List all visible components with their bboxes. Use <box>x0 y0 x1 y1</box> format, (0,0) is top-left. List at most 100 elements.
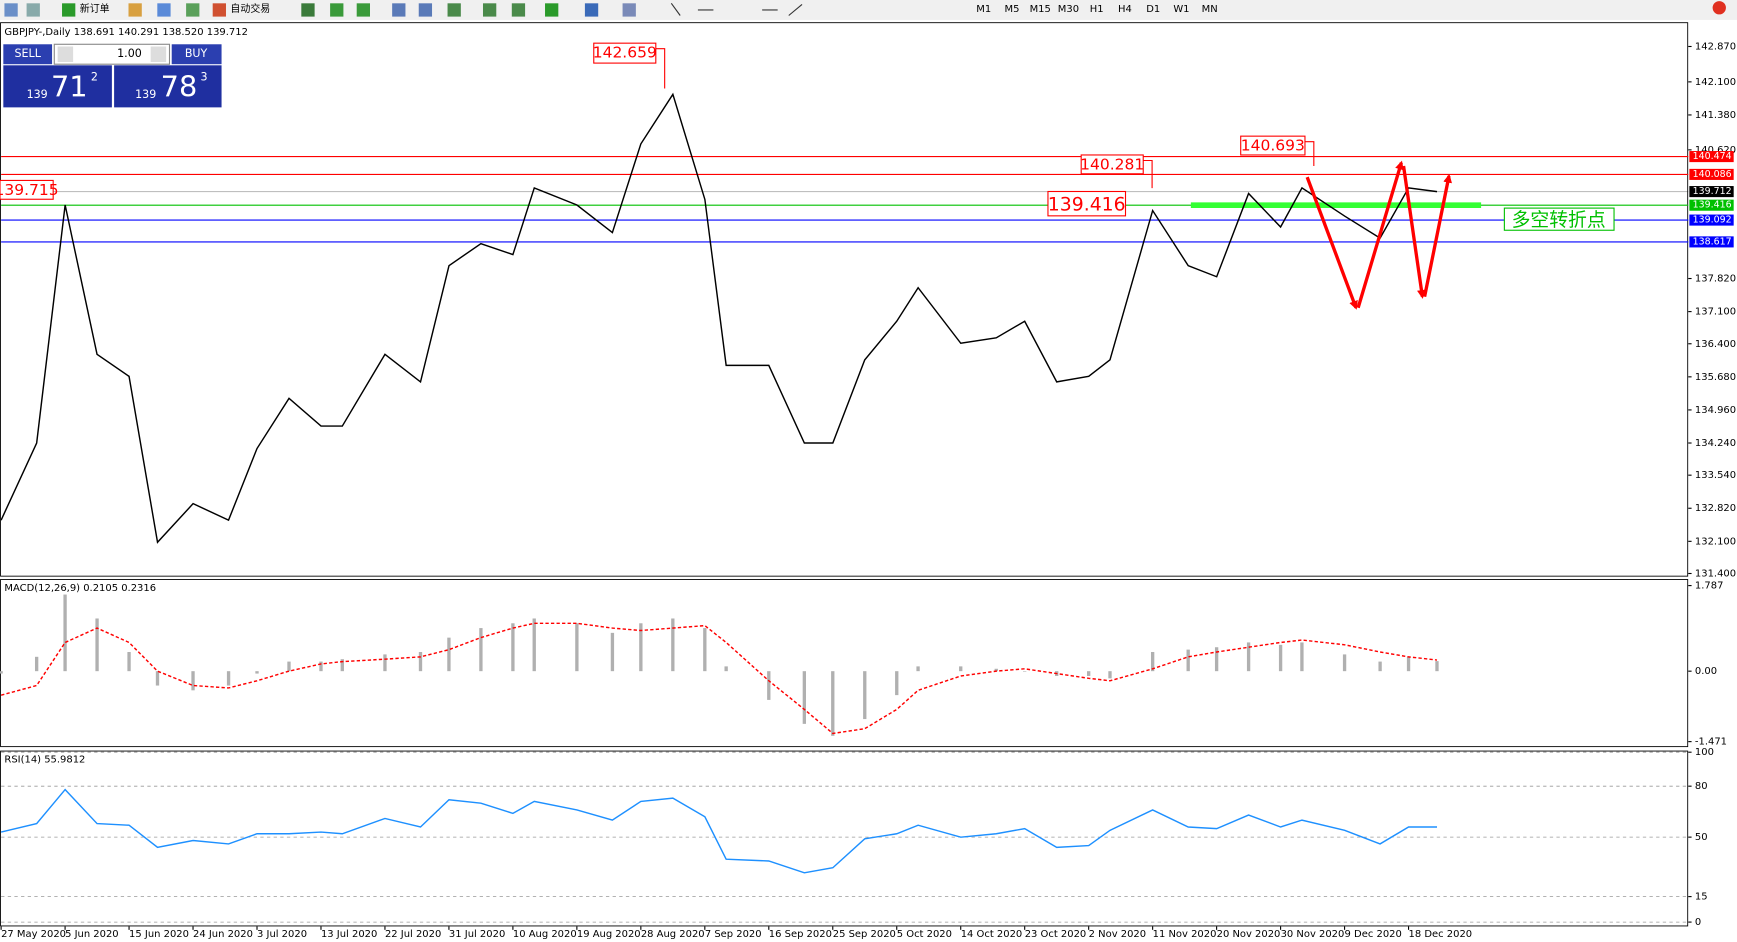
lot-up[interactable] <box>150 46 167 62</box>
icon[interactable] <box>545 3 559 17</box>
price-level-label: 139.092 <box>1693 215 1732 226</box>
x-tick-label: 24 Jun 2020 <box>193 929 253 940</box>
sell-price[interactable] <box>3 65 112 108</box>
macd-bar <box>639 623 643 672</box>
y-tick-label: -1.471 <box>1695 737 1727 748</box>
icon[interactable] <box>186 3 200 17</box>
auto-trading-icon[interactable] <box>212 3 226 17</box>
new-order[interactable]: 新订单 <box>80 2 110 15</box>
rsi-title: RSI(14) 55.9812 <box>4 754 85 765</box>
icon[interactable] <box>622 3 636 17</box>
y-tick-label: 50 <box>1695 832 1708 843</box>
new-order-icon[interactable] <box>62 3 76 17</box>
icon[interactable] <box>330 3 344 17</box>
annotation: 139.715 <box>0 181 59 199</box>
macd-bar <box>1087 671 1091 676</box>
icon[interactable] <box>418 3 433 17</box>
icon[interactable] <box>584 3 599 17</box>
lot-value[interactable]: 1.00 <box>117 47 142 60</box>
period-button[interactable]: M15 <box>1030 4 1051 15</box>
alert-icon[interactable] <box>1712 1 1726 15</box>
period-button[interactable]: W1 <box>1173 4 1189 15</box>
icon[interactable] <box>128 3 142 17</box>
macd-bar <box>319 661 323 672</box>
annotation-box <box>593 42 657 64</box>
y-tick-label: 137.820 <box>1695 274 1736 285</box>
period-button[interactable]: M1 <box>976 4 991 15</box>
y-tick-label: 142.870 <box>1695 41 1736 52</box>
icon[interactable] <box>356 3 370 17</box>
price-pips: 71 <box>51 70 88 104</box>
lot-down[interactable] <box>57 46 74 62</box>
sell-button[interactable] <box>3 44 53 65</box>
icon[interactable] <box>157 3 171 17</box>
arrow <box>1401 165 1426 299</box>
pattern-arrows <box>1305 160 1453 310</box>
macd-bar <box>155 671 160 686</box>
icon[interactable] <box>392 3 406 17</box>
macd-bar <box>1435 661 1439 672</box>
annotation-box <box>1240 135 1306 156</box>
sell-label[interactable]: SELL <box>15 47 42 60</box>
period-button[interactable]: D1 <box>1146 4 1160 15</box>
y-tick-label: 133.540 <box>1695 470 1736 481</box>
price-frac: 2 <box>91 70 98 83</box>
period-button[interactable]: H1 <box>1090 4 1104 15</box>
y-tick-label: 100 <box>1695 747 1714 758</box>
price-pips: 78 <box>161 70 198 104</box>
arrow <box>1422 173 1453 297</box>
macd-bar <box>34 656 39 672</box>
y-tick-label: 132.820 <box>1695 503 1736 514</box>
annotation: 多空转折点 <box>1512 209 1606 231</box>
macd-bar <box>575 623 579 672</box>
price-frac: 3 <box>201 70 208 83</box>
macd-bar <box>724 666 728 672</box>
price-big: 139 <box>135 88 156 101</box>
icon[interactable] <box>511 3 526 17</box>
period-button[interactable]: H4 <box>1118 4 1132 15</box>
buy-label[interactable]: BUY <box>185 47 208 60</box>
annotation-box <box>1080 154 1144 175</box>
period-button[interactable]: MN <box>1202 4 1218 15</box>
buy-price[interactable] <box>114 65 222 108</box>
arrow <box>1356 160 1404 309</box>
icon[interactable] <box>4 3 18 17</box>
icon[interactable] <box>788 4 803 16</box>
icon[interactable] <box>482 3 497 17</box>
y-tick-label: 134.960 <box>1695 405 1736 416</box>
macd-bar <box>479 628 483 672</box>
icon[interactable] <box>447 3 461 17</box>
macd-bar <box>1342 654 1347 672</box>
buy-button[interactable] <box>171 44 222 65</box>
macd-bar <box>831 671 835 736</box>
period-button[interactable]: M5 <box>1004 4 1019 15</box>
annotation-box <box>0 179 54 200</box>
macd-bar <box>1023 671 1027 672</box>
annotation: 142.659 <box>593 44 657 62</box>
macd-bar <box>340 659 344 672</box>
x-tick-label: 14 Oct 2020 <box>961 929 1023 940</box>
annotation: 140.693 <box>1241 137 1305 155</box>
y-tick-label: 134.240 <box>1695 438 1736 449</box>
x-tick-label: 19 Aug 2020 <box>577 929 641 940</box>
macd-bar <box>226 671 231 686</box>
x-tick-label: 13 Jul 2020 <box>321 929 377 940</box>
auto-trading[interactable]: 自动交易 <box>230 2 270 15</box>
macd-bar <box>418 652 423 672</box>
macd-bar <box>532 618 536 672</box>
macd-bar <box>671 618 675 672</box>
icon[interactable] <box>670 2 681 16</box>
macd-bar <box>287 661 291 672</box>
icon[interactable] <box>26 3 40 17</box>
period-button[interactable]: M30 <box>1058 4 1079 15</box>
x-tick-label: 18 Dec 2020 <box>1409 929 1473 940</box>
lot-input[interactable] <box>53 43 171 65</box>
x-tick-label: 15 Jun 2020 <box>129 929 189 940</box>
annotation: 139.416 <box>1048 194 1126 215</box>
x-tick-label: 5 Jun 2020 <box>65 929 119 940</box>
macd-bar <box>447 637 451 672</box>
icon[interactable] <box>301 3 315 17</box>
macd-bar <box>1278 644 1283 672</box>
macd-bar <box>895 671 899 696</box>
